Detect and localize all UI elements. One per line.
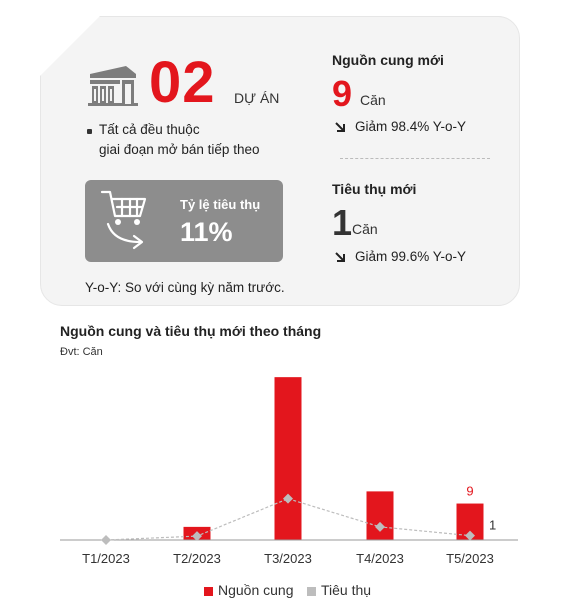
- data-label-sales: 1: [489, 518, 496, 533]
- note-line-2: giai đoạn mở bán tiếp theo: [99, 142, 260, 157]
- absorption-value: 11%: [180, 217, 233, 247]
- sales-title: Tiêu thụ mới: [332, 181, 417, 197]
- sales-change: Giảm 99.6% Y-o-Y: [355, 249, 467, 264]
- yoy-footnote: Y-o-Y: So với cùng kỳ năm trước.: [85, 280, 285, 295]
- chart-unit-label: Đvt: Căn: [60, 346, 103, 358]
- bullet-icon: [87, 129, 92, 134]
- absorption-label: Tỷ lệ tiêu thụ: [180, 197, 261, 212]
- sales-value: 1: [332, 202, 353, 243]
- bar-T3/2023: [274, 377, 302, 540]
- x-tick-label: T2/2023: [173, 551, 221, 566]
- x-tick-label: T5/2023: [446, 551, 494, 566]
- arrow-down-right-icon: [335, 252, 345, 262]
- shopping-cart-icon: [100, 190, 147, 250]
- bar-T4/2023: [366, 491, 394, 540]
- divider: [340, 158, 490, 159]
- legend-label-supply: Nguồn cung: [218, 582, 294, 598]
- legend-swatch-sales: [307, 587, 316, 596]
- sales-point-T3/2023: [283, 493, 293, 504]
- chart-title: Nguồn cung và tiêu thụ mới theo tháng: [60, 323, 322, 339]
- sales-unit: Căn: [352, 221, 378, 237]
- x-tick-label: T1/2023: [82, 551, 130, 566]
- building-icon: [88, 66, 138, 106]
- x-tick-label: T4/2023: [356, 551, 404, 566]
- sales-point-T1/2023: [101, 535, 111, 545]
- note-line-1: Tất cả đều thuộc: [99, 122, 200, 137]
- supply-change: Giảm 98.4% Y-o-Y: [355, 119, 467, 134]
- sales-point-T5/2023: [465, 530, 475, 541]
- sales-point-T4/2023: [375, 521, 385, 532]
- supply-value: 9: [332, 73, 353, 114]
- sales-point-T2/2023: [192, 531, 202, 542]
- supply-unit: Căn: [360, 92, 386, 108]
- x-tick-label: T3/2023: [264, 551, 312, 566]
- data-label-supply: 9: [466, 484, 473, 499]
- arrow-down-right-icon: [335, 122, 345, 132]
- legend-swatch-supply: [204, 587, 213, 596]
- sales-line: [105, 498, 471, 541]
- legend-label-sales: Tiêu thụ: [321, 582, 372, 598]
- projects-count: 02: [149, 50, 216, 115]
- supply-title: Nguồn cung mới: [332, 52, 444, 68]
- projects-unit: DỰ ÁN: [234, 90, 280, 106]
